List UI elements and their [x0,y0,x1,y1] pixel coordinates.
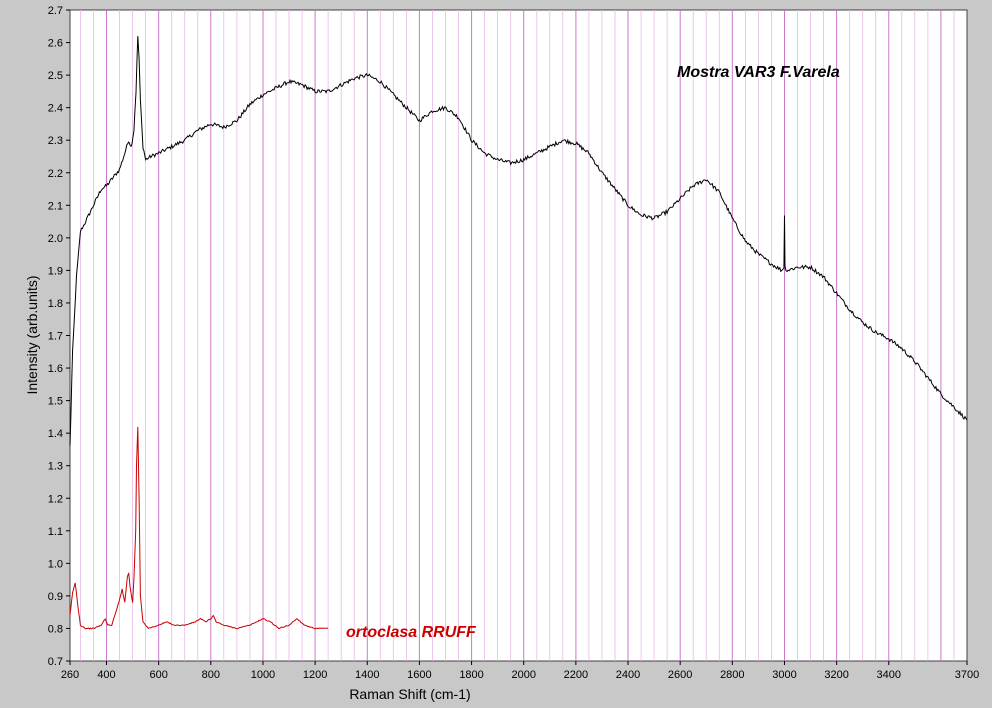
x-axis-ticks: 260 400 600 800 1000 1200 1400 1600 1800 2000 2200… [61,661,979,681]
y-tick-label: 1.4 [48,428,63,440]
x-tick-label: 3000 [772,669,796,681]
x-tick-label: 1600 [407,669,431,681]
reference-spectrum-line [69,426,329,630]
y-tick-label: 2.5 [48,70,63,82]
y-tick-label: 1.9 [48,265,63,277]
plot-area [69,9,968,662]
x-tick-label: 600 [149,669,167,681]
x-tick-label: 260 [61,669,79,681]
x-tick-label: 3200 [824,669,848,681]
y-tick-label: 2.2 [48,168,63,180]
x-tick-label: 800 [202,669,220,681]
y-tick-label: 2.4 [48,103,63,115]
x-tick-label: 2400 [616,669,640,681]
y-axis-ticks: 0.7 0.8 0.9 1.0 1.1 1.2 1.3 1.4 1.5 1.6 1.7 1.8 1.9 2… [48,5,70,668]
y-tick-label: 1.7 [48,331,63,343]
x-tick-label: 400 [97,669,115,681]
y-tick-label: 2.7 [48,5,63,17]
x-tick-label: 3400 [877,669,901,681]
sample-annotation: Mostra VAR3 F.Varela [677,64,840,81]
x-tick-label: 1000 [251,669,275,681]
y-tick-label: 1.5 [48,396,63,408]
y-tick-label: 2.6 [48,38,63,50]
x-tick-label: 2200 [564,669,588,681]
sample-spectrum-line [69,36,968,446]
x-tick-label: 2000 [511,669,535,681]
x-tick-label: 2800 [720,669,744,681]
y-tick-label: 2.1 [48,200,63,212]
x-tick-label: 2600 [668,669,692,681]
vertical-grid-lines [80,10,955,661]
y-tick-label: 1.3 [48,461,63,473]
x-tick-label: 1400 [355,669,379,681]
y-tick-label: 0.8 [48,623,63,635]
x-tick-label: 3700 [955,669,979,681]
y-tick-label: 2.0 [48,233,63,245]
y-tick-label: 1.0 [48,558,63,570]
y-tick-label: 1.1 [48,526,63,538]
x-axis-label: Raman Shift (cm-1) [349,686,470,702]
y-axis-label: Intensity (arb.units) [24,275,40,394]
y-tick-label: 1.8 [48,298,63,310]
y-tick-label: 1.6 [48,363,63,375]
x-tick-label: 1800 [459,669,483,681]
x-tick-label: 1200 [303,669,327,681]
y-tick-label: 2.3 [48,135,63,147]
spectra [69,36,968,630]
reference-annotation: ortoclasa RRUFF [346,624,477,641]
y-tick-label: 0.7 [48,656,63,668]
y-tick-label: 1.2 [48,493,63,505]
y-tick-label: 0.9 [48,591,63,603]
